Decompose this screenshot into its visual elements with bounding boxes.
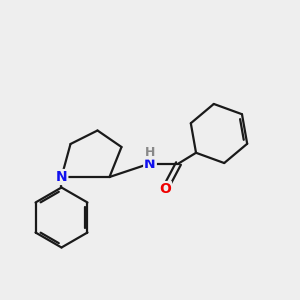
Text: H: H xyxy=(145,146,155,159)
Text: O: O xyxy=(159,182,171,196)
Text: N: N xyxy=(144,157,156,170)
Text: N: N xyxy=(56,170,67,184)
